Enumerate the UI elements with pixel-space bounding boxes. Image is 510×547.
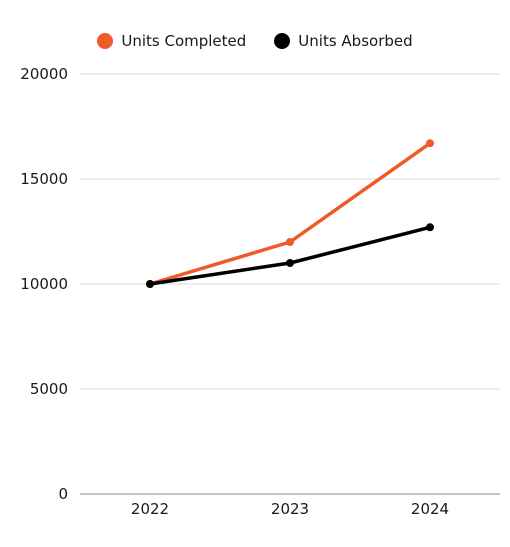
series-line-units-absorbed (148, 225, 432, 286)
legend-label-units-completed: Units Completed (121, 32, 247, 50)
data-point-units-completed-2023 (286, 238, 294, 246)
data-point-units-absorbed-2023 (286, 259, 294, 267)
data-point-units-absorbed-2022 (146, 280, 154, 288)
x-tick-label-2023: 2023 (271, 500, 309, 518)
x-tick-label-2024: 2024 (411, 500, 449, 518)
legend-swatch-units-absorbed (274, 33, 291, 49)
data-point-units-absorbed-2024 (426, 223, 434, 232)
x-tick-label-2022: 2022 (131, 500, 169, 518)
y-tick-label-15000: 15000 (20, 170, 68, 188)
legend: Units Completed Units Absorbed (0, 32, 510, 50)
legend-label-units-absorbed: Units Absorbed (298, 32, 413, 50)
y-tick-label-0: 0 (58, 485, 68, 503)
data-point-units-completed-2024 (426, 139, 434, 148)
y-tick-label-5000: 5000 (30, 380, 68, 398)
legend-swatch-units-completed (97, 33, 114, 49)
y-tick-label-10000: 10000 (20, 275, 68, 293)
y-tick-label-20000: 20000 (20, 65, 68, 83)
legend-item-units-absorbed[interactable]: Units Absorbed (274, 32, 413, 50)
legend-item-units-completed[interactable]: Units Completed (97, 32, 246, 50)
